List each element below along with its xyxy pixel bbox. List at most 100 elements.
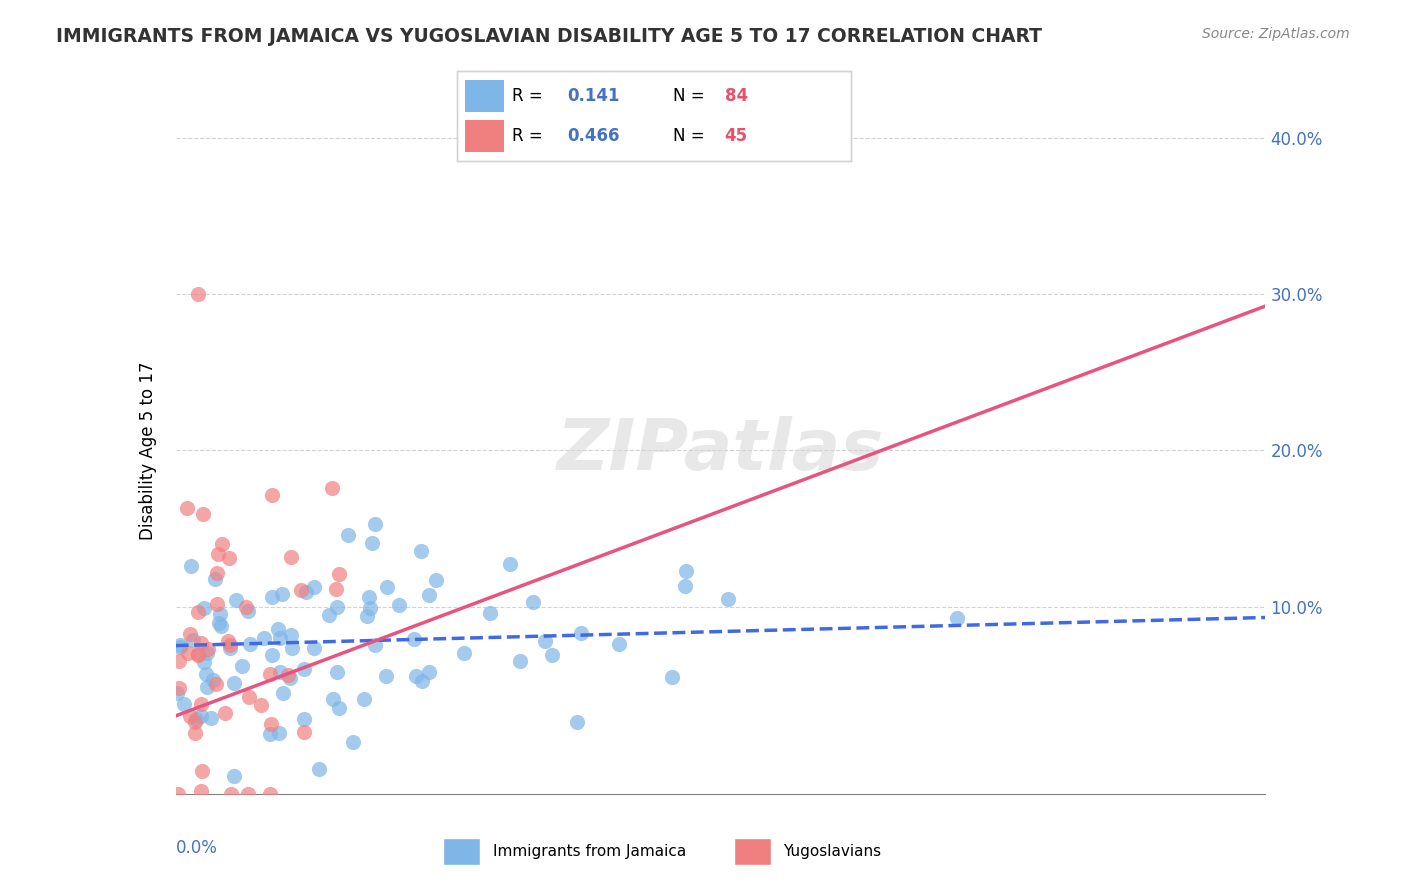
Point [187, 605, 209, 619]
Point [328, 566, 350, 581]
Point [200, 711, 222, 725]
Point [337, 527, 360, 541]
Point [219, 787, 242, 801]
Point [179, 627, 201, 641]
Point [567, 714, 589, 729]
Point [231, 659, 253, 673]
Point [267, 726, 290, 740]
Point [579, 123, 602, 137]
Point [250, 698, 273, 713]
Point [541, 648, 564, 662]
Point [425, 573, 447, 587]
Point [202, 673, 225, 688]
Point [499, 557, 522, 571]
Point [193, 656, 215, 670]
Point [173, 697, 195, 711]
Point [292, 662, 315, 676]
Point [193, 507, 215, 521]
Point [209, 619, 232, 633]
Point [239, 636, 262, 650]
Point [673, 580, 696, 594]
Text: 0.141: 0.141 [567, 87, 620, 105]
Point [195, 681, 218, 695]
Point [187, 648, 209, 663]
Point [166, 686, 188, 700]
Point [186, 287, 209, 301]
Point [181, 633, 204, 648]
Point [207, 616, 229, 631]
Point [607, 637, 630, 651]
Point [278, 671, 301, 685]
Point [194, 666, 217, 681]
Point [197, 641, 219, 656]
FancyBboxPatch shape [465, 80, 505, 112]
Point [260, 648, 283, 663]
Point [179, 709, 201, 723]
Point [280, 550, 302, 565]
Point [321, 481, 343, 495]
Point [322, 692, 344, 706]
Point [675, 564, 697, 578]
Point [281, 641, 304, 656]
Point [187, 647, 209, 661]
Point [277, 668, 299, 682]
Point [238, 690, 260, 704]
Point [717, 591, 740, 606]
Text: Yugoslavians: Yugoslavians [783, 845, 882, 859]
Text: 0.0%: 0.0% [176, 838, 218, 856]
Point [193, 601, 215, 615]
Point [418, 588, 440, 602]
Point [259, 667, 281, 681]
Point [509, 654, 531, 668]
Point [260, 717, 283, 731]
Point [214, 706, 236, 720]
Point [534, 634, 557, 648]
Point [236, 604, 259, 618]
Point [217, 634, 239, 648]
Text: 84: 84 [724, 87, 748, 105]
Text: Immigrants from Jamaica: Immigrants from Jamaica [492, 845, 686, 859]
Point [253, 632, 276, 646]
Point [374, 669, 396, 683]
Point [197, 646, 219, 660]
Point [418, 665, 440, 679]
Point [342, 735, 364, 749]
Point [191, 764, 214, 778]
Point [205, 676, 228, 690]
Point [569, 626, 592, 640]
Point [167, 655, 190, 669]
Point [292, 724, 315, 739]
Point [222, 769, 245, 783]
Point [184, 714, 207, 729]
Point [411, 674, 433, 689]
Point [169, 640, 191, 654]
Point [478, 606, 501, 620]
Point [308, 762, 330, 776]
Point [218, 639, 240, 653]
Point [357, 590, 380, 604]
Point [270, 587, 292, 601]
Point [409, 544, 432, 558]
Point [235, 599, 257, 614]
Point [363, 638, 385, 652]
Point [945, 611, 967, 625]
Point [522, 595, 544, 609]
Point [364, 517, 387, 532]
Text: 0.466: 0.466 [567, 127, 620, 145]
Point [405, 669, 427, 683]
Point [207, 547, 229, 561]
Point [353, 692, 375, 706]
Point [375, 580, 398, 594]
Point [225, 593, 247, 607]
Point [209, 607, 232, 621]
FancyBboxPatch shape [465, 120, 505, 152]
Point [205, 566, 228, 580]
Point [259, 787, 281, 801]
Point [205, 597, 228, 611]
Point [326, 600, 349, 615]
Point [190, 784, 212, 798]
Point [211, 537, 233, 551]
Point [267, 622, 290, 636]
Text: N =: N = [673, 127, 704, 145]
Point [292, 712, 315, 726]
